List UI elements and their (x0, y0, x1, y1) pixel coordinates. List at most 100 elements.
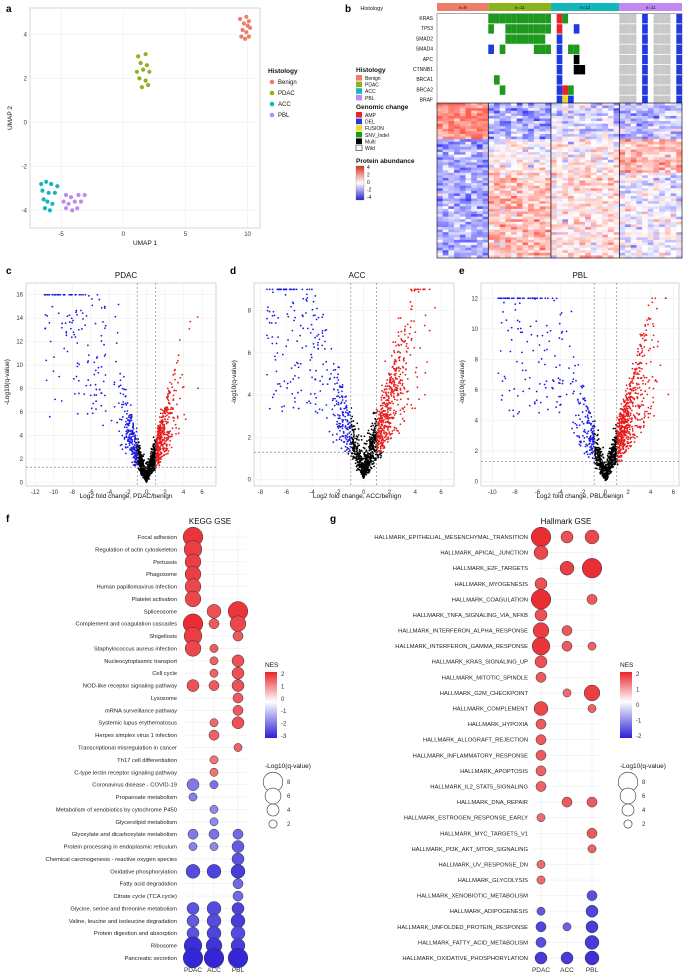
heatmap-cell (636, 183, 643, 186)
heatmap-cell (562, 134, 569, 137)
volcano-plot-area (25, 282, 217, 487)
heatmap-cell (562, 224, 569, 228)
heatmap-cell (482, 126, 489, 130)
onco-cell (476, 95, 483, 105)
onco-cell (630, 34, 637, 44)
onco-cell (454, 75, 460, 85)
heatmap-cell (493, 131, 500, 135)
heatmap-cell (556, 139, 563, 143)
heatmap-cell (585, 247, 592, 251)
heatmap-cell (676, 255, 683, 259)
onco-cell (585, 54, 591, 65)
heatmap-cell (653, 229, 660, 233)
heatmap-cell (585, 170, 592, 174)
heatmap-cell (556, 208, 563, 212)
volcano-point (159, 412, 162, 415)
heatmap-cell (516, 123, 523, 127)
heatmap-cell (659, 211, 666, 215)
heatmap-cell (573, 252, 580, 256)
heatmap-cell (670, 188, 677, 192)
heatmap-cell (590, 105, 597, 109)
heatmap-cell (539, 232, 546, 236)
heatmap-cell (476, 247, 483, 251)
heatmap-cell (493, 128, 500, 132)
heatmap-cell (596, 232, 603, 236)
heatmap-cell (499, 159, 506, 163)
heatmap-cell (522, 255, 529, 259)
heatmap-cell (579, 162, 586, 166)
onco-cell (664, 24, 671, 34)
volcano-point (159, 426, 162, 429)
heatmap-cell (630, 183, 637, 186)
onco-cell (630, 24, 637, 34)
heatmap-cell (642, 152, 649, 155)
legend-histology-swatch-pbl (356, 94, 362, 101)
heatmap-cell (556, 134, 563, 137)
onco-mutation-snv_indel (533, 34, 540, 44)
onco-cell (596, 34, 603, 44)
heatmap-cell (442, 113, 449, 117)
onco-cell (647, 34, 654, 44)
heatmap-cell (476, 144, 483, 148)
heatmap-cell (676, 152, 683, 155)
heatmap-cell (459, 252, 466, 256)
heatmap-cell (539, 126, 546, 130)
heatmap-cell (465, 183, 472, 186)
heatmap-cell (488, 105, 495, 109)
y-tick-label: 2 (20, 457, 24, 463)
volcano-point (122, 375, 125, 378)
heatmap-cell (613, 193, 620, 197)
heatmap-cell (590, 177, 597, 181)
heatmap-cell (522, 126, 529, 130)
onco-cell (585, 14, 591, 24)
heatmap-cell (585, 103, 592, 106)
onco-mutation-del (676, 54, 682, 65)
heatmap-cell (476, 165, 483, 168)
heatmap-cell (448, 128, 455, 132)
volcano-point (141, 474, 144, 476)
onco-mutation-multi (579, 65, 586, 75)
heatmap-cell (533, 211, 540, 215)
heatmap-cell (676, 159, 683, 163)
heatmap-cell (539, 157, 546, 161)
heatmap-cell (602, 126, 609, 130)
heatmap-cell (533, 105, 540, 109)
volcano-point (57, 312, 60, 315)
heatmap-cell (448, 131, 455, 135)
volcano-point (93, 361, 96, 364)
onco-cell (550, 85, 557, 95)
heatmap-cell (465, 175, 472, 179)
onco-cell (653, 65, 660, 75)
heatmap-cell (602, 250, 609, 254)
volcano-point (141, 470, 144, 473)
volcano-point (151, 462, 154, 465)
heatmap-cell (459, 175, 466, 179)
x-tick-label: 10 (244, 232, 251, 238)
heatmap-cell (499, 110, 506, 114)
onco-cell (670, 95, 677, 105)
volcano-point (172, 407, 174, 410)
heatmap-cell (539, 162, 546, 166)
heatmap-cell (579, 252, 586, 256)
heatmap-cell (676, 123, 683, 127)
heatmap-cell (579, 149, 586, 153)
heatmap-cell (659, 255, 666, 259)
volcano-point (65, 331, 68, 334)
heatmap-cell (647, 198, 654, 202)
heatmap-cell (459, 245, 466, 248)
volcano-point (378, 413, 380, 416)
heatmap-cell (448, 139, 455, 143)
onco-cell (630, 85, 637, 95)
heatmap-cell (545, 113, 552, 117)
heatmap-cell (442, 201, 449, 205)
onco-mutation-snv_indel (539, 34, 546, 44)
heatmap-cell (602, 232, 609, 236)
heatmap-cell (596, 170, 603, 174)
onco-cell (573, 95, 580, 105)
volcano-point (167, 399, 170, 402)
onco-cell (482, 54, 489, 65)
heatmap-cell (647, 206, 654, 210)
heatmap-cell (471, 224, 478, 228)
onco-cell (596, 44, 603, 54)
legend-genomic-label-amp: AMP (365, 113, 377, 119)
